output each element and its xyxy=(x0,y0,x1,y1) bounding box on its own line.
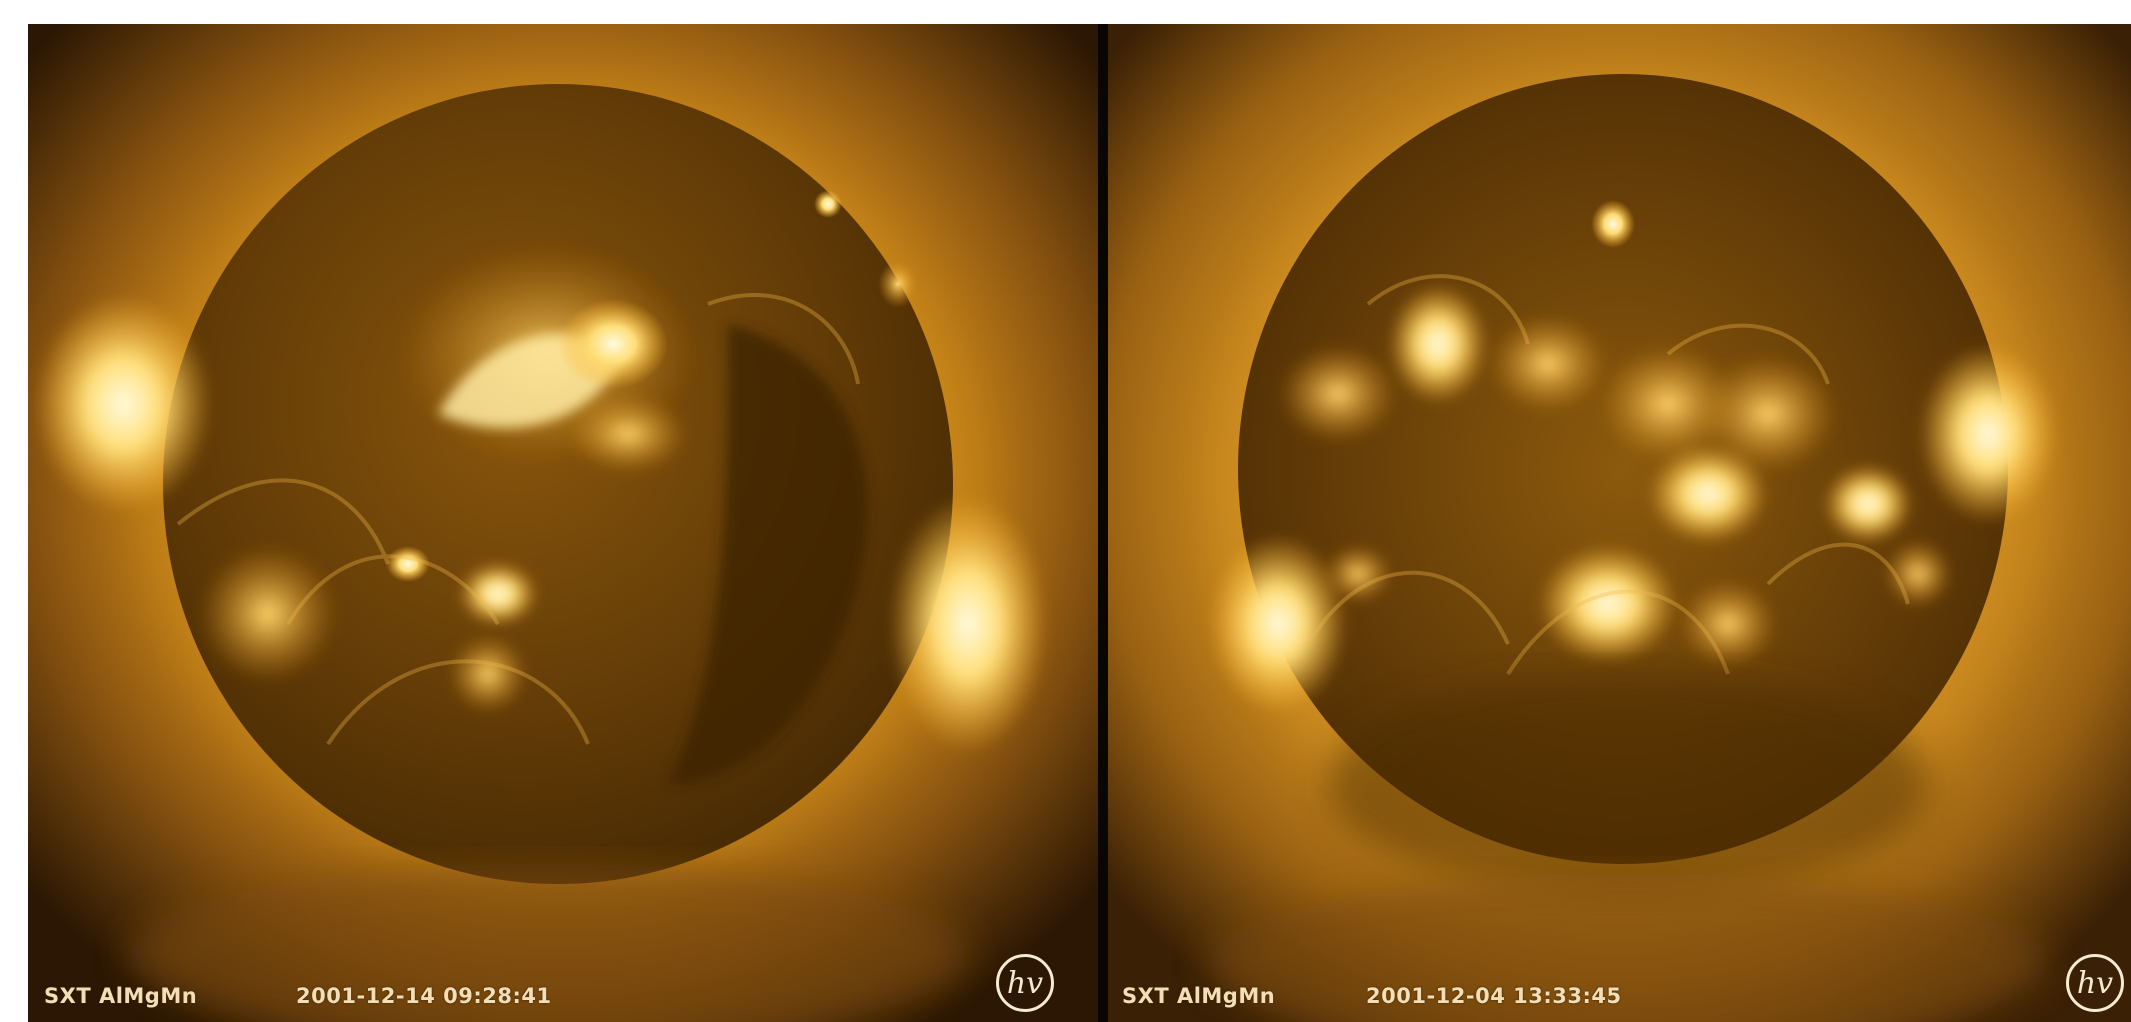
solar-image-right: SXT AlMgMn 2001-12-04 13:33:45 hv xyxy=(1108,24,2131,1022)
instrument-label: SXT AlMgMn xyxy=(44,984,198,1008)
timestamp-label: 2001-12-14 09:28:41 xyxy=(296,984,552,1008)
timestamp-label: 2001-12-04 13:33:45 xyxy=(1366,984,1622,1008)
sun-xray-image-left xyxy=(28,24,1098,1022)
left-margin xyxy=(0,24,28,1022)
panel-divider xyxy=(1098,24,1108,1022)
solar-image-left: SXT AlMgMn 2001-12-14 09:28:41 hv xyxy=(28,24,1098,1022)
helioviewer-logo: hv xyxy=(996,954,1054,1012)
sun-xray-image-right xyxy=(1108,24,2131,1022)
instrument-label: SXT AlMgMn xyxy=(1122,984,1276,1008)
helioviewer-logo: hv xyxy=(2066,954,2124,1012)
top-margin xyxy=(0,0,2131,24)
